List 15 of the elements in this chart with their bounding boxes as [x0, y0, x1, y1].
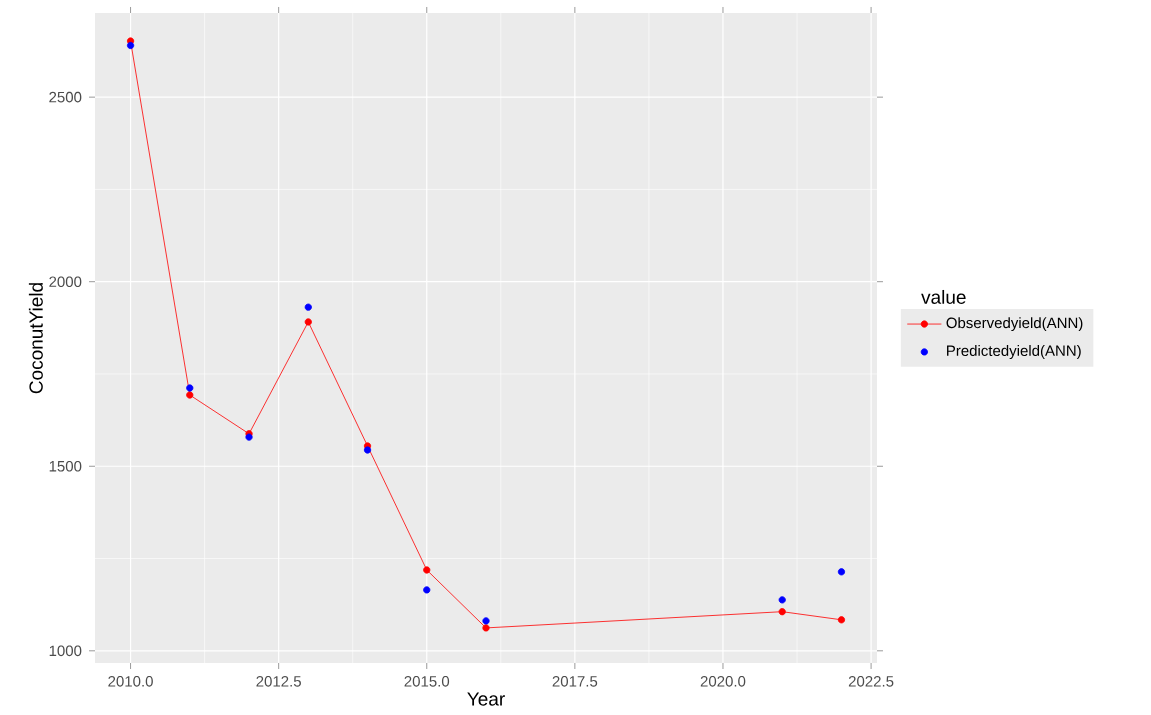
x-tick-label: 2017.5: [552, 676, 598, 687]
x-tick-label: 2020.0: [700, 676, 746, 687]
x-axis-title: Year: [467, 692, 505, 706]
x-tick-label: 2010.0: [108, 676, 153, 687]
y-tick-label: 1000: [49, 645, 82, 657]
legend-title: value: [921, 289, 966, 304]
y-tick-label: 1500: [49, 460, 82, 472]
x-tick-label: 2012.5: [256, 676, 301, 687]
legend-label: Observedyield(ANN): [946, 317, 1083, 332]
y-tick-label: 2500: [49, 91, 82, 103]
x-tick-label: 2015.0: [404, 676, 450, 687]
y-axis-title: CoconutYield: [28, 283, 43, 394]
x-tick-label: 2022.5: [848, 676, 894, 687]
legend-label: Predictedyield(ANN): [947, 345, 1081, 359]
y-tick-label: 2000: [49, 276, 82, 288]
